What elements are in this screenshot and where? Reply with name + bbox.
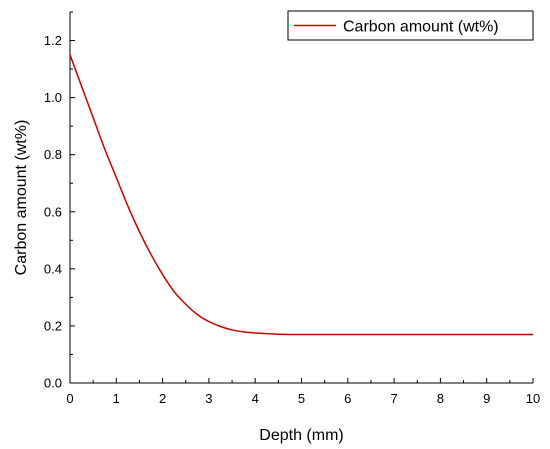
y-tick-label: 0.6 bbox=[44, 204, 62, 219]
y-tick-label: 1.2 bbox=[44, 33, 62, 48]
x-tick-label: 6 bbox=[344, 391, 351, 406]
x-tick-label: 0 bbox=[66, 391, 73, 406]
y-tick-label: 0.2 bbox=[44, 318, 62, 333]
series-line-0 bbox=[69, 54, 533, 336]
plot-area: 0 1 2 3 4 5 6 7 8 9 10 0.0 0.2 0.4 0.6 0.8 1.0 1.2 bbox=[44, 11, 540, 406]
x-axis-title: Depth (mm) bbox=[259, 427, 343, 444]
x-tick-label: 1 bbox=[113, 391, 120, 406]
x-tick-label: 3 bbox=[205, 391, 212, 406]
x-axis-ticks: 0 1 2 3 4 5 6 7 8 9 10 bbox=[66, 378, 540, 406]
y-tick-label: 0.4 bbox=[44, 261, 62, 276]
y-tick-label: 0.8 bbox=[44, 147, 62, 162]
x-tick-label: 8 bbox=[437, 391, 444, 406]
y-axis-title: Carbon amount (wt%) bbox=[13, 120, 30, 276]
x-tick-label: 9 bbox=[483, 391, 490, 406]
x-tick-label: 10 bbox=[526, 391, 540, 406]
series-layer bbox=[69, 54, 533, 336]
y-axis-ticks: 0.0 0.2 0.4 0.6 0.8 1.0 1.2 bbox=[44, 11, 75, 391]
x-tick-label: 4 bbox=[252, 391, 259, 406]
x-tick-label: 7 bbox=[390, 391, 397, 406]
y-tick-label: 0.0 bbox=[44, 376, 62, 391]
x-tick-label: 5 bbox=[298, 391, 305, 406]
legend-label: Carbon amount (wt%) bbox=[343, 19, 499, 36]
legend: Carbon amount (wt%) bbox=[287, 10, 534, 41]
y-tick-label: 1.0 bbox=[44, 90, 62, 105]
x-tick-label: 2 bbox=[159, 391, 166, 406]
